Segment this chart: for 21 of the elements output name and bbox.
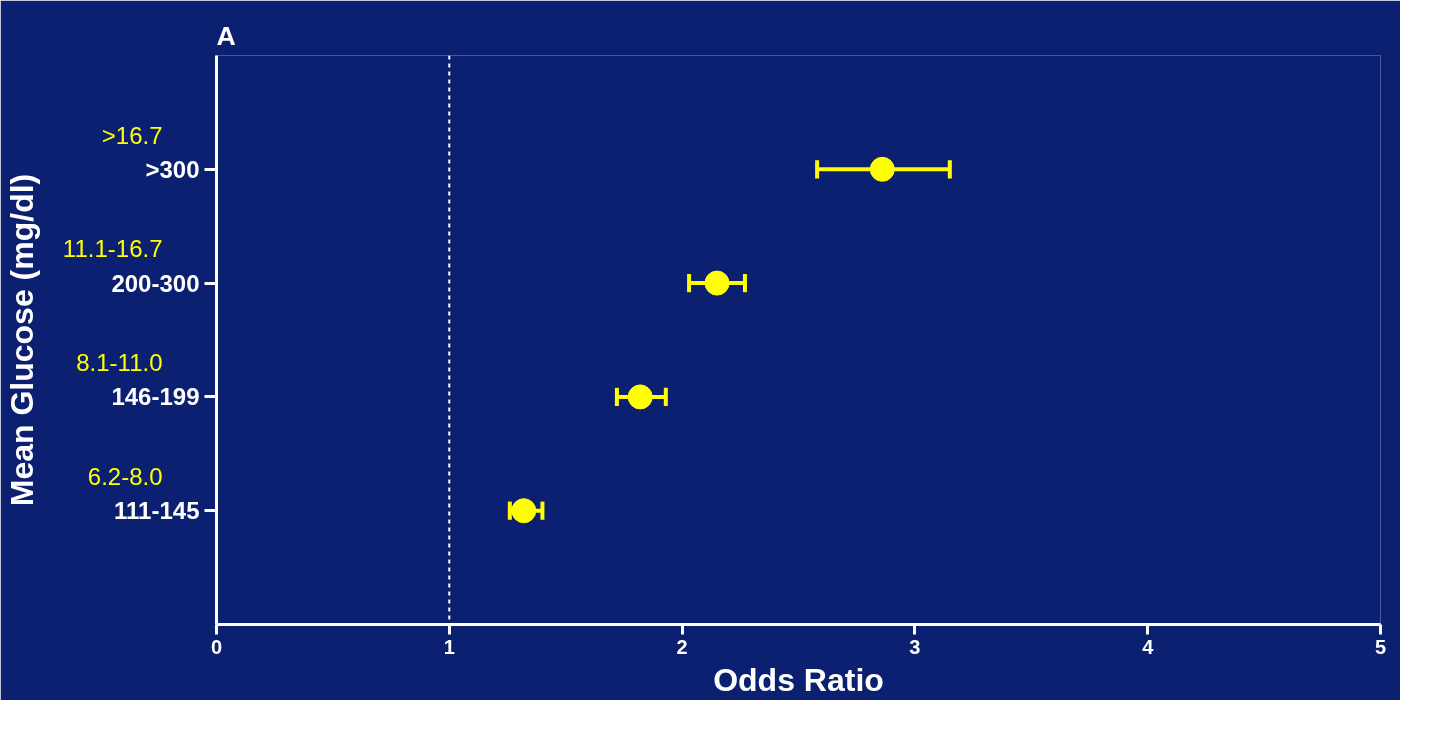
y-tick-label: 111-145 <box>114 497 200 525</box>
point <box>869 156 895 182</box>
x-axis-title: Odds Ratio <box>713 661 884 698</box>
text: 11.1-16.7 <box>62 235 163 263</box>
y-tick-label: >300 <box>145 155 200 183</box>
x-tick-label: 4 <box>1142 635 1155 658</box>
point <box>627 384 653 410</box>
point <box>511 498 537 524</box>
x-tick-label: 1 <box>443 635 455 658</box>
x-tick-label: 2 <box>676 635 688 658</box>
text: 6.2-8.0 <box>87 463 163 491</box>
chart-title: A <box>216 20 236 51</box>
y-tick-label: 146-199 <box>111 383 200 411</box>
x-tick-label: 3 <box>909 635 921 658</box>
text: 8.1-11.0 <box>76 349 163 377</box>
point <box>704 270 730 296</box>
x-tick-label: 5 <box>1374 635 1387 658</box>
x-tick-label: 0 <box>210 635 223 658</box>
y-axis-title: Mean Glucose (mg/dl) <box>3 173 40 507</box>
y-tick-label: 200-300 <box>111 269 200 297</box>
text: >16.7 <box>101 121 163 149</box>
